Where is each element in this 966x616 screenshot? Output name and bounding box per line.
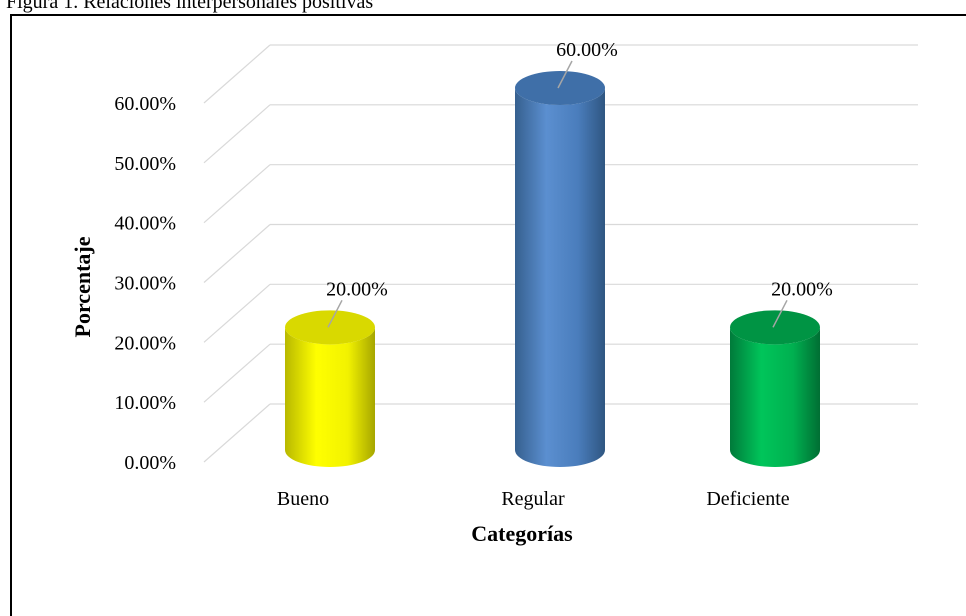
y-tick-label: 60.00% [114, 93, 176, 115]
gridline-diagonal [203, 44, 271, 104]
gridline-diagonal [203, 283, 271, 343]
data-label: 20.00% [771, 278, 833, 300]
y-tick-label: 30.00% [114, 273, 176, 295]
x-tick-labels: Bueno Regular Deficiente [277, 488, 790, 510]
y-tick-label: 20.00% [114, 332, 176, 354]
y-tick-label: 50.00% [114, 153, 176, 175]
data-label-leader [557, 60, 573, 89]
data-labels: 20.00% 60.00% 20.00% [326, 39, 833, 328]
chart-frame [10, 14, 966, 616]
data-label: 20.00% [326, 278, 388, 300]
bar-top [730, 310, 820, 345]
bar-top [515, 71, 605, 105]
gridline-diagonal [203, 403, 271, 463]
figure-caption: Figura 1. Relaciones interpersonales pos… [6, 0, 374, 13]
data-label: 60.00% [556, 39, 618, 61]
bar-body [730, 327, 820, 467]
bars [285, 71, 820, 467]
bar-top [285, 310, 375, 345]
y-axis-title: Porcentaje [70, 236, 95, 337]
x-tick-label: Regular [501, 488, 565, 510]
bar-body [515, 88, 605, 467]
x-tick-label: Deficiente [706, 488, 789, 510]
bar-body [285, 327, 376, 467]
gridline-diagonal [203, 164, 271, 224]
data-label-leader [327, 299, 343, 328]
data-label-leader [772, 299, 788, 328]
y-tick-labels: 0.00% 10.00% 20.00% 30.00% 40.00% 50.00% 60.00… [114, 93, 176, 474]
chart: 0.00% 10.00% 20.00% 30.00% 40.00% 50.00% 60.00… [70, 39, 918, 546]
y-tick-label: 0.00% [124, 452, 176, 474]
bar-bueno [285, 310, 376, 467]
y-tick-label: 10.00% [114, 392, 176, 414]
bar-regular [515, 71, 605, 467]
x-tick-label: Bueno [277, 488, 329, 510]
gridline-diagonal [203, 104, 271, 164]
gridline-diagonal [203, 343, 271, 403]
gridline-diagonal [203, 224, 271, 283]
x-axis-title: Categorías [471, 521, 573, 546]
bar-deficiente [730, 310, 820, 467]
y-tick-label: 40.00% [114, 213, 176, 235]
